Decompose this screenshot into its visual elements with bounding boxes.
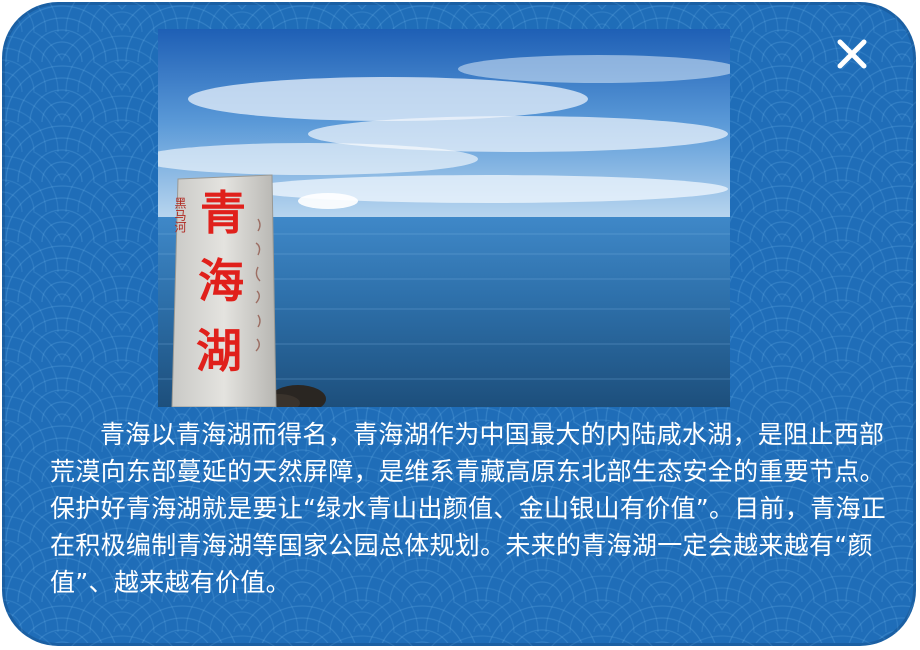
close-button[interactable]: [832, 34, 872, 74]
stone-char-3: 湖: [196, 324, 242, 378]
stone-small-left: 黑马河: [173, 197, 187, 233]
description-paragraph: 青海以青海湖而得名，青海湖作为中国最大的内陆咸水湖，是阻止西部荒漠向东部蔓延的天…: [50, 420, 887, 597]
close-icon[interactable]: [832, 34, 872, 74]
stone-char-1: 青: [200, 186, 246, 240]
qinghai-lake-photo: 青 海 湖 黑马河: [158, 29, 730, 407]
stone-char-2: 海: [198, 254, 244, 308]
